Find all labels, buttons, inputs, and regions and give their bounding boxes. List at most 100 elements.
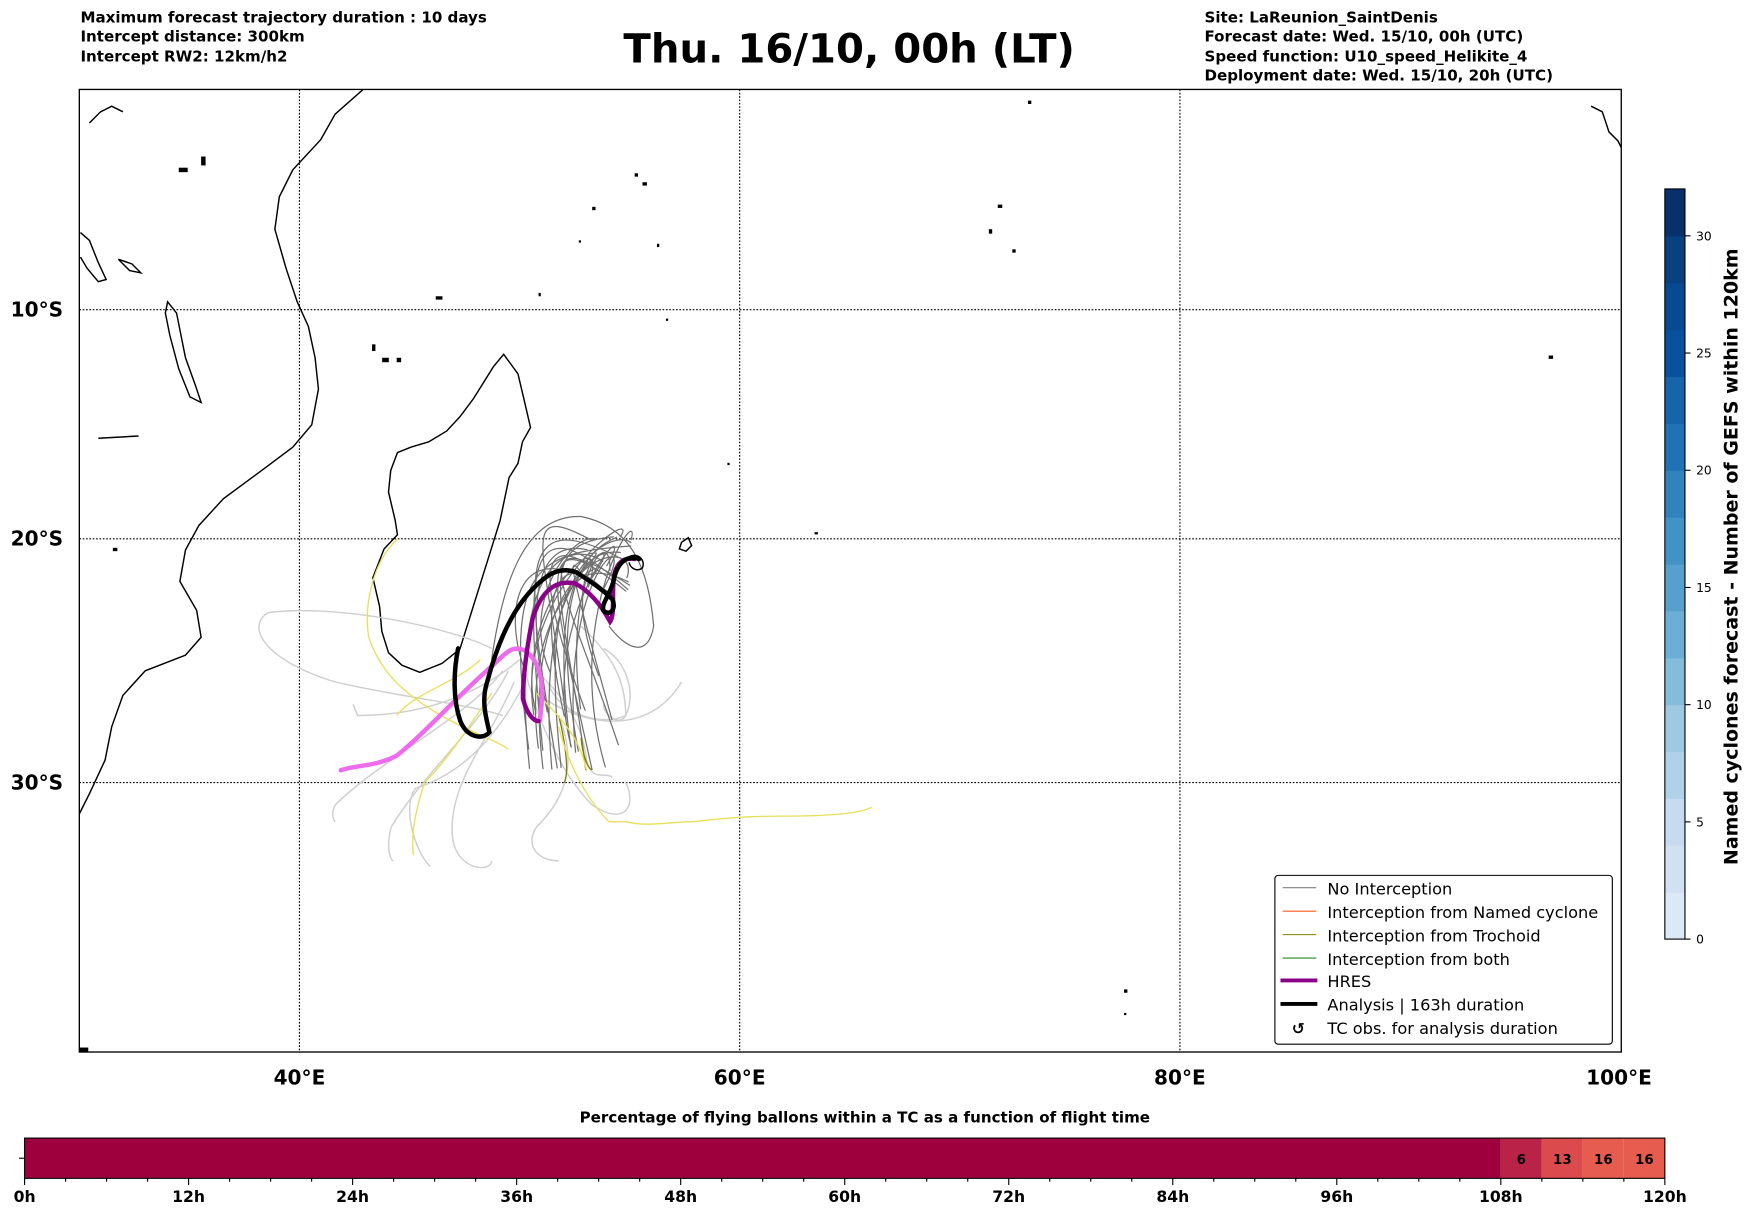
reunion-coastline: [678, 536, 693, 552]
colorbar-bin: [1664, 423, 1685, 471]
analysis-track: [452, 555, 642, 739]
colorbar-tick-label: 0: [1696, 933, 1704, 947]
max-duration-text: Maximum forecast trajectory duration : 1…: [80, 8, 486, 26]
header-left: Maximum forecast trajectory duration : 1…: [80, 8, 486, 65]
ensemble-track: [572, 564, 613, 720]
lat-label: 10°S: [11, 297, 64, 321]
island-coastline: [1590, 105, 1622, 148]
speed-function-text: Speed function: U10_speed_Helikite_4: [1205, 47, 1528, 65]
deployment-date-text: Deployment date: Wed. 15/10, 20h (UTC): [1205, 66, 1553, 84]
bar-tick-label: 96h: [1320, 1187, 1353, 1206]
bar-value-label: 6: [1517, 1153, 1526, 1168]
island-coastline: [117, 258, 143, 274]
ensemble-track: [540, 538, 596, 673]
bar-tick-label: 36h: [500, 1187, 533, 1206]
ensemble-tracks-trochoid: [558, 715, 593, 783]
bar-segment: [1500, 1138, 1542, 1179]
colorbar-bin: [1664, 845, 1685, 893]
ensemble-track: [591, 530, 633, 768]
bar-title: Percentage of flying ballons within a TC…: [580, 1108, 1150, 1126]
lon-label: 40°E: [274, 1065, 326, 1089]
lat-label: 30°S: [11, 770, 64, 794]
bar-segment: [1541, 1138, 1583, 1179]
comoros-coastline: [164, 300, 203, 404]
map-frame: [78, 88, 1622, 1053]
colorbar-bins: [1664, 188, 1685, 940]
legend: No Interception Interception from Named …: [1274, 874, 1613, 1045]
header-right: Site: LaReunion_SaintDenis Forecast date…: [1205, 8, 1553, 84]
intercept-distance-text: Intercept distance: 300km: [80, 27, 304, 45]
colorbar-bin: [1664, 470, 1685, 518]
colorbar-bin: [1664, 517, 1685, 565]
lon-axis-labels: 40°E 60°E 80°E 100°E: [274, 1065, 1652, 1089]
colorbar-bin: [1664, 610, 1685, 659]
bar-tick-label: 60h: [828, 1187, 861, 1206]
lat-axis-labels: 10°S 20°S 30°S: [11, 297, 64, 794]
bar-value-label: 13: [1553, 1153, 1572, 1168]
sri-lanka-coastline: [79, 231, 108, 283]
bar-value-label: 16: [1635, 1153, 1654, 1168]
colorbar-bin: [1664, 564, 1685, 612]
intercept-rw2-text: Intercept RW2: 12km/h2: [80, 47, 287, 65]
bar-tick-label: 12h: [172, 1187, 205, 1206]
bar-x-ticks: 0h 12h 24h 36h 48h 60h 72h 84h 96h 108h 120h: [14, 1178, 1687, 1206]
colorbar-label: Named cyclones forecast - Number of GEFS…: [1720, 248, 1742, 865]
ensemble-tracks-light: [258, 609, 683, 869]
ensemble-track: [581, 552, 600, 677]
legend-label: No Interception: [1327, 879, 1452, 898]
site-text: Site: LaReunion_SaintDenis: [1205, 8, 1438, 26]
colorbar-tick-label: 5: [1696, 815, 1704, 829]
tc-start-marker: [628, 554, 644, 571]
colorbar-bin: [1664, 282, 1685, 331]
colorbar-tick-label: 20: [1696, 464, 1712, 478]
madagascar-coastline: [372, 353, 532, 674]
colorbar-tick-label: 30: [1696, 229, 1712, 243]
forecast-date-text: Forecast date: Wed. 15/10, 00h (UTC): [1205, 27, 1524, 45]
ensemble-track: [491, 515, 655, 660]
hres-track-magenta: [338, 646, 545, 773]
colorbar-bin: [1664, 376, 1685, 424]
island-coastline: [88, 105, 124, 124]
colorbar-bin: [1664, 657, 1685, 706]
colorbar-bin: [1664, 235, 1685, 284]
colorbar-bin: [1664, 798, 1685, 846]
bar-tick-label: 72h: [992, 1187, 1025, 1206]
page-title: Thu. 16/10, 00h (LT): [623, 27, 1075, 73]
lon-label: 60°E: [714, 1065, 766, 1089]
trajectories: [258, 515, 872, 869]
bar-segment: [1582, 1138, 1624, 1179]
legend-label: Interception from Named cyclone: [1327, 903, 1598, 922]
legend-label: Interception from both: [1327, 950, 1509, 969]
colorbar-ticks: 0 5 10 15 20 25 30: [1684, 229, 1712, 947]
cyclone-symbol-icon: ↺: [1292, 1019, 1305, 1038]
bar-tick-label: 108h: [1479, 1187, 1523, 1206]
bar-value-label: 16: [1594, 1153, 1613, 1168]
colorbar-bin: [1664, 751, 1685, 800]
legend-label: TC obs. for analysis duration: [1326, 1019, 1557, 1038]
bar-tick-label: 24h: [336, 1187, 369, 1206]
legend-label: Interception from Trochoid: [1327, 926, 1540, 945]
ensemble-track: [576, 551, 611, 710]
colorbar-tick-label: 15: [1696, 581, 1712, 595]
bar-segments: 6 13 16 16: [24, 1138, 1665, 1179]
percentage-bar-chart: Percentage of flying ballons within a TC…: [14, 1108, 1687, 1205]
small-islands: [79, 100, 1554, 1053]
ensemble-tracks-no-interception: [491, 515, 655, 771]
colorbar-bin: [1664, 704, 1685, 753]
legend-label: Analysis | 163h duration: [1327, 996, 1524, 1015]
colorbar-bin: [1664, 329, 1685, 378]
ensemble-track: [534, 539, 619, 769]
map-panel: 10°S 20°S 30°S 40°E 60°E 80°E 100°E No I…: [11, 88, 1652, 1089]
ensemble-track: [542, 525, 593, 719]
bar-tick-label: 84h: [1156, 1187, 1189, 1206]
lon-label: 80°E: [1154, 1065, 1206, 1089]
africa-coastline: [79, 89, 364, 815]
colorbar: 0 5 10 15 20 25 30 Named cyclones forecast - N…: [1664, 188, 1742, 947]
coastlines: [79, 89, 1622, 1053]
bar-segment: [24, 1138, 1501, 1179]
colorbar-tick-label: 10: [1696, 698, 1712, 712]
bar-tick-label: 48h: [664, 1187, 697, 1206]
island-coastline: [98, 435, 139, 439]
colorbar-tick-label: 25: [1696, 347, 1712, 361]
